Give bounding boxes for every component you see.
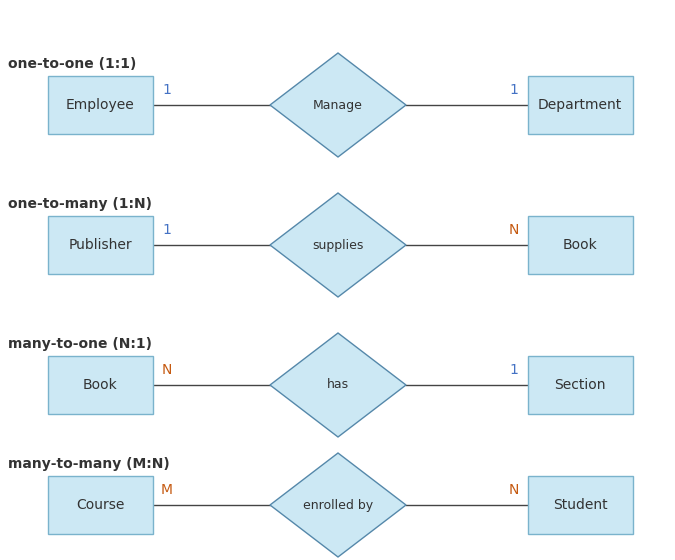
Text: Book: Book	[82, 378, 117, 392]
FancyBboxPatch shape	[527, 76, 632, 134]
FancyBboxPatch shape	[47, 356, 153, 414]
Text: has: has	[327, 379, 349, 391]
Text: Department: Department	[538, 98, 622, 112]
Text: 1: 1	[162, 223, 171, 237]
FancyBboxPatch shape	[47, 216, 153, 274]
Text: 1: 1	[509, 363, 518, 377]
Polygon shape	[270, 193, 406, 297]
Text: many-to-one (N:1): many-to-one (N:1)	[8, 337, 152, 351]
Text: Book: Book	[563, 238, 597, 252]
Text: supplies: supplies	[313, 239, 364, 251]
Text: 1: 1	[162, 83, 171, 97]
Text: Course: Course	[76, 498, 124, 512]
Text: Student: Student	[553, 498, 608, 512]
FancyBboxPatch shape	[527, 476, 632, 534]
Text: N: N	[508, 223, 518, 237]
Text: Publisher: Publisher	[68, 238, 132, 252]
Text: many-to-many (M:N): many-to-many (M:N)	[8, 457, 169, 471]
FancyBboxPatch shape	[47, 476, 153, 534]
Text: enrolled by: enrolled by	[303, 498, 373, 511]
Polygon shape	[270, 453, 406, 557]
Text: N: N	[508, 483, 518, 497]
FancyBboxPatch shape	[47, 76, 153, 134]
Polygon shape	[270, 53, 406, 157]
Text: one-to-many (1:N): one-to-many (1:N)	[8, 197, 152, 211]
FancyBboxPatch shape	[527, 216, 632, 274]
Text: M: M	[161, 483, 173, 497]
Text: Employee: Employee	[65, 98, 134, 112]
FancyBboxPatch shape	[527, 356, 632, 414]
Text: 1: 1	[509, 83, 518, 97]
Text: one-to-one (1:1): one-to-one (1:1)	[8, 57, 136, 71]
Polygon shape	[270, 333, 406, 437]
Text: Manage: Manage	[313, 99, 363, 111]
Text: Section: Section	[554, 378, 605, 392]
Text: N: N	[161, 363, 171, 377]
